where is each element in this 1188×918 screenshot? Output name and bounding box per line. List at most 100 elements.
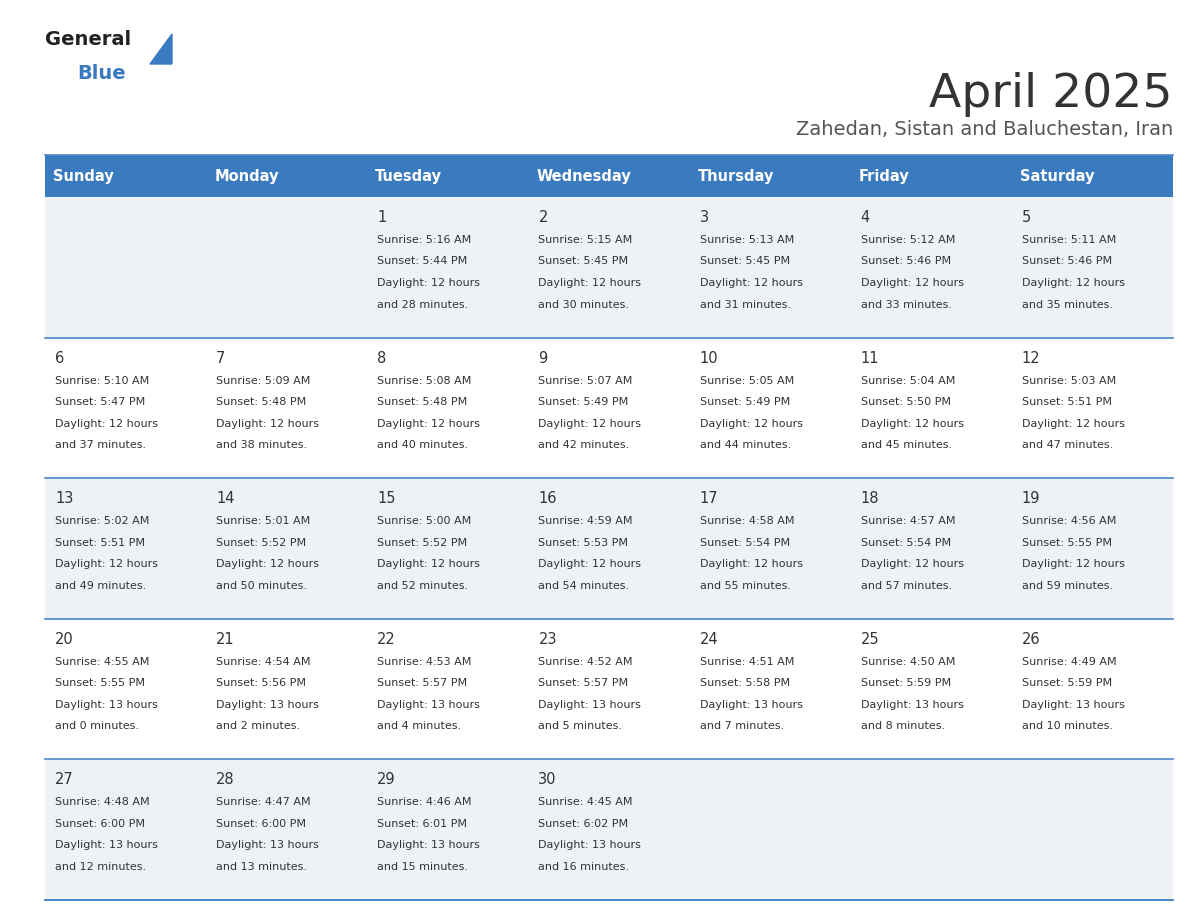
Text: Daylight: 12 hours: Daylight: 12 hours [538,559,642,569]
Text: Friday: Friday [859,169,910,184]
Text: Sunset: 5:47 PM: Sunset: 5:47 PM [55,397,145,407]
Text: Daylight: 12 hours: Daylight: 12 hours [861,278,963,288]
Text: Sunrise: 4:52 AM: Sunrise: 4:52 AM [538,656,633,666]
Text: Sunrise: 5:02 AM: Sunrise: 5:02 AM [55,516,150,526]
Text: Daylight: 13 hours: Daylight: 13 hours [538,700,642,710]
Text: Sunrise: 4:58 AM: Sunrise: 4:58 AM [700,516,794,526]
Text: 21: 21 [216,632,235,647]
Bar [45,155,207,197]
Text: and 44 minutes.: and 44 minutes. [700,440,791,450]
Text: Wednesday: Wednesday [537,169,631,184]
Text: and 4 minutes.: and 4 minutes. [378,722,461,732]
Bar [851,155,1012,197]
Text: Sunset: 5:55 PM: Sunset: 5:55 PM [1022,538,1112,548]
Text: Sunrise: 5:10 AM: Sunrise: 5:10 AM [55,375,150,386]
Text: and 47 minutes.: and 47 minutes. [1022,440,1113,450]
Text: 12: 12 [1022,351,1041,365]
Text: Daylight: 13 hours: Daylight: 13 hours [378,840,480,850]
Text: Sunset: 5:54 PM: Sunset: 5:54 PM [700,538,790,548]
Text: Sunrise: 4:54 AM: Sunrise: 4:54 AM [216,656,310,666]
Text: Sunset: 5:59 PM: Sunset: 5:59 PM [1022,678,1112,688]
Text: Daylight: 12 hours: Daylight: 12 hours [216,559,320,569]
Text: and 40 minutes.: and 40 minutes. [378,440,468,450]
Text: Sunset: 5:50 PM: Sunset: 5:50 PM [861,397,950,407]
Text: Sunrise: 4:50 AM: Sunrise: 4:50 AM [861,656,955,666]
Text: Sunset: 5:49 PM: Sunset: 5:49 PM [700,397,790,407]
Text: and 50 minutes.: and 50 minutes. [216,581,308,590]
Polygon shape [150,34,172,64]
Text: 3: 3 [700,210,709,225]
Text: Sunrise: 5:00 AM: Sunrise: 5:00 AM [378,516,472,526]
Text: and 31 minutes.: and 31 minutes. [700,299,790,309]
Text: Sunrise: 5:12 AM: Sunrise: 5:12 AM [861,235,955,245]
Text: Monday: Monday [214,169,279,184]
Text: 11: 11 [861,351,879,365]
Text: Daylight: 12 hours: Daylight: 12 hours [538,419,642,429]
Text: Sunset: 5:56 PM: Sunset: 5:56 PM [216,678,307,688]
Text: 18: 18 [861,491,879,506]
Text: Sunset: 5:49 PM: Sunset: 5:49 PM [538,397,628,407]
Text: and 10 minutes.: and 10 minutes. [1022,722,1113,732]
Text: Sunset: 5:52 PM: Sunset: 5:52 PM [378,538,467,548]
Text: and 30 minutes.: and 30 minutes. [538,299,630,309]
Text: 24: 24 [700,632,719,647]
Text: and 37 minutes.: and 37 minutes. [55,440,146,450]
Text: and 28 minutes.: and 28 minutes. [378,299,468,309]
Text: Sunrise: 4:48 AM: Sunrise: 4:48 AM [55,798,150,808]
Text: 6: 6 [55,351,64,365]
Text: Daylight: 12 hours: Daylight: 12 hours [700,559,803,569]
Text: Sunset: 5:45 PM: Sunset: 5:45 PM [538,256,628,266]
Text: Sunrise: 5:07 AM: Sunrise: 5:07 AM [538,375,633,386]
Text: Sunrise: 4:57 AM: Sunrise: 4:57 AM [861,516,955,526]
Text: Daylight: 13 hours: Daylight: 13 hours [861,700,963,710]
Bar [1012,155,1173,197]
Text: and 7 minutes.: and 7 minutes. [700,722,784,732]
Text: Sunset: 5:46 PM: Sunset: 5:46 PM [1022,256,1112,266]
Text: Daylight: 12 hours: Daylight: 12 hours [378,278,480,288]
Bar [45,478,1173,619]
Text: Daylight: 13 hours: Daylight: 13 hours [216,700,320,710]
Text: Daylight: 12 hours: Daylight: 12 hours [55,419,158,429]
Text: Daylight: 13 hours: Daylight: 13 hours [378,700,480,710]
Text: 1: 1 [378,210,386,225]
Bar [45,759,1173,900]
Text: 7: 7 [216,351,226,365]
Text: Daylight: 12 hours: Daylight: 12 hours [1022,419,1125,429]
Text: Sunset: 6:02 PM: Sunset: 6:02 PM [538,819,628,829]
Text: and 55 minutes.: and 55 minutes. [700,581,790,590]
Text: Sunrise: 5:11 AM: Sunrise: 5:11 AM [1022,235,1116,245]
Text: and 59 minutes.: and 59 minutes. [1022,581,1113,590]
Text: and 15 minutes.: and 15 minutes. [378,862,468,872]
Text: Daylight: 13 hours: Daylight: 13 hours [700,700,802,710]
Text: Daylight: 12 hours: Daylight: 12 hours [216,419,320,429]
Text: and 0 minutes.: and 0 minutes. [55,722,139,732]
Text: Daylight: 12 hours: Daylight: 12 hours [1022,278,1125,288]
Text: Sunrise: 4:47 AM: Sunrise: 4:47 AM [216,798,311,808]
Text: Sunset: 5:45 PM: Sunset: 5:45 PM [700,256,790,266]
Text: Daylight: 12 hours: Daylight: 12 hours [378,559,480,569]
Bar [529,155,689,197]
Text: Sunrise: 5:13 AM: Sunrise: 5:13 AM [700,235,794,245]
Text: 26: 26 [1022,632,1041,647]
Text: 17: 17 [700,491,719,506]
Text: and 35 minutes.: and 35 minutes. [1022,299,1113,309]
Text: Sunset: 5:58 PM: Sunset: 5:58 PM [700,678,790,688]
Text: Sunrise: 5:16 AM: Sunrise: 5:16 AM [378,235,472,245]
Text: 30: 30 [538,772,557,788]
Bar [45,338,1173,478]
Text: 27: 27 [55,772,74,788]
Text: and 45 minutes.: and 45 minutes. [861,440,952,450]
Text: Daylight: 12 hours: Daylight: 12 hours [1022,559,1125,569]
Text: Saturday: Saturday [1020,169,1094,184]
Bar [689,155,851,197]
Text: and 2 minutes.: and 2 minutes. [216,722,301,732]
Text: 8: 8 [378,351,386,365]
Text: 10: 10 [700,351,719,365]
Text: Sunrise: 5:15 AM: Sunrise: 5:15 AM [538,235,633,245]
Text: Sunset: 5:44 PM: Sunset: 5:44 PM [378,256,468,266]
Text: 20: 20 [55,632,74,647]
Text: 4: 4 [861,210,870,225]
Text: General: General [45,30,131,49]
Text: Sunset: 6:00 PM: Sunset: 6:00 PM [55,819,145,829]
Text: Sunrise: 4:46 AM: Sunrise: 4:46 AM [378,798,472,808]
